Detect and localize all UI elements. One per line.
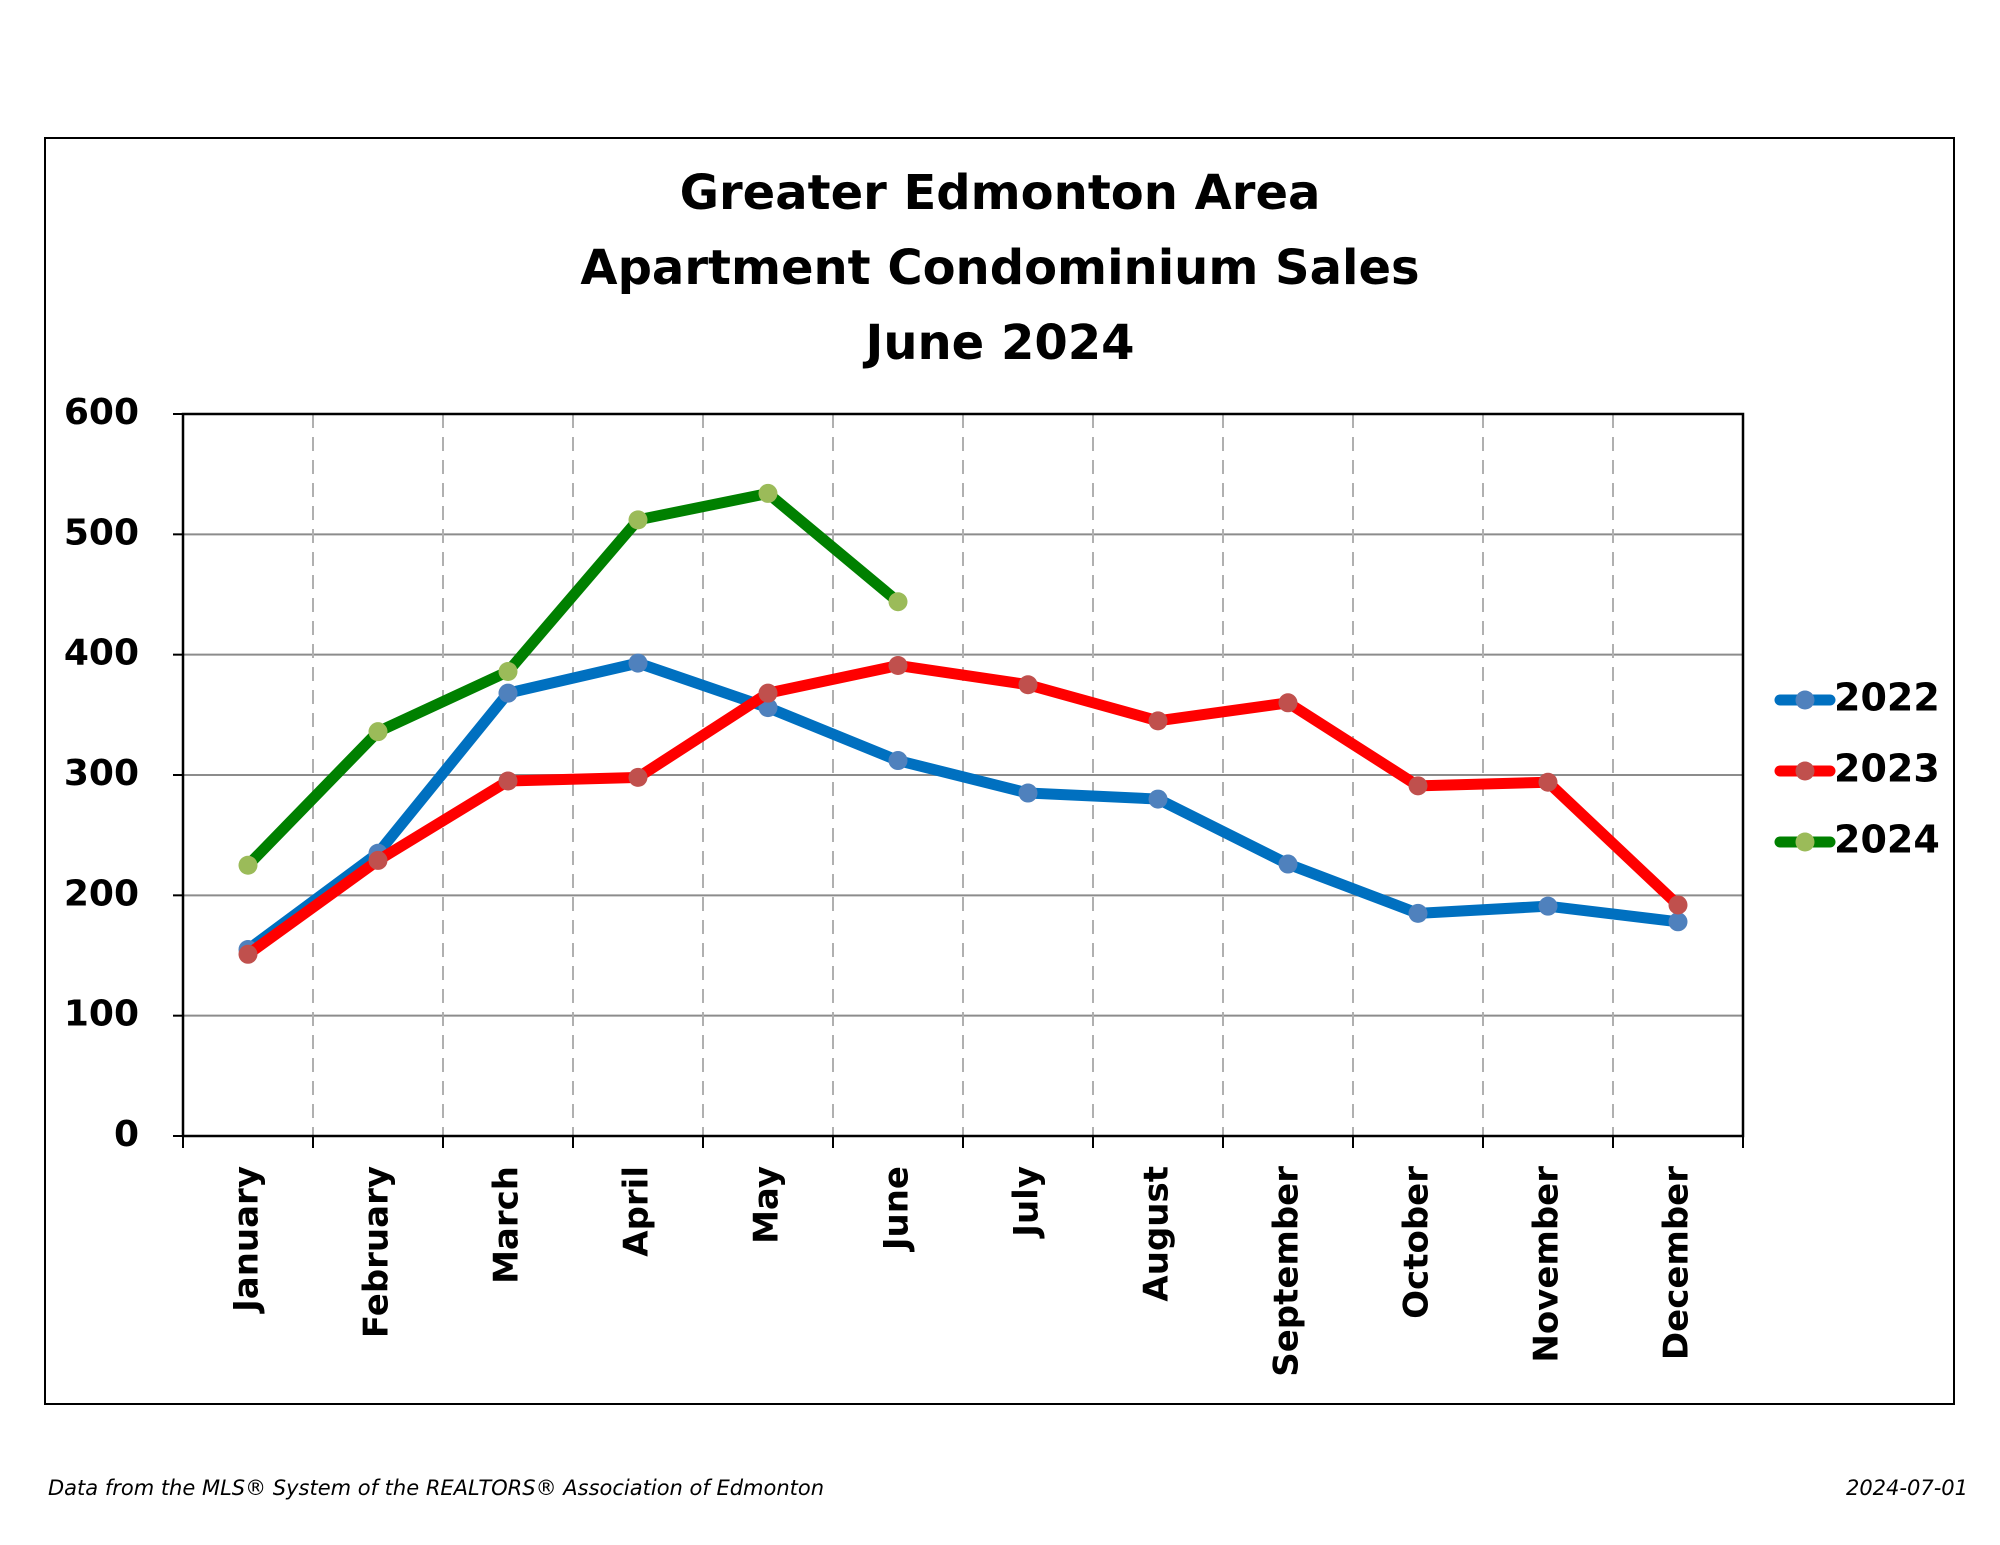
data-point [888, 655, 908, 675]
data-point [1148, 711, 1168, 731]
y-tick-label: 100 [64, 994, 139, 1035]
data-point [1668, 912, 1688, 932]
series-line [242, 657, 1684, 955]
data-point [1668, 895, 1688, 915]
x-tick-label: April [617, 1166, 657, 1257]
legend-marker [1795, 761, 1815, 781]
legend-marker [1795, 832, 1815, 852]
y-tick-label: 300 [64, 753, 139, 794]
chart-title: June 2024 [862, 315, 1134, 371]
x-tick-label: August [1137, 1166, 1177, 1302]
data-point [1538, 772, 1558, 792]
footnote: Data from the MLS® System of the REALTOR… [48, 1476, 824, 1500]
legend-label: 2024 [1834, 818, 1940, 862]
data-point [498, 683, 518, 703]
legend-label: 2022 [1834, 676, 1940, 720]
x-tick-label: March [487, 1166, 527, 1284]
x-tick-label: May [747, 1166, 787, 1244]
y-tick-label: 400 [64, 633, 139, 674]
data-point [888, 592, 908, 612]
x-tick-label: February [357, 1166, 397, 1338]
data-point [628, 767, 648, 787]
data-point [1538, 896, 1558, 916]
date: 2024-07-01 [1846, 1476, 1968, 1500]
plot-frame [181, 412, 1745, 1138]
series-line [242, 487, 904, 871]
data-point [628, 510, 648, 530]
x-tick-label: July [1007, 1166, 1047, 1239]
x-tick-label: June [877, 1166, 917, 1252]
legend-marker [1795, 690, 1815, 710]
data-point [498, 771, 518, 791]
data-point [1278, 693, 1298, 713]
chart-title: Apartment Condominium Sales [580, 240, 1419, 296]
y-tick-label: 0 [114, 1114, 139, 1155]
y-tick-label: 600 [64, 392, 139, 433]
data-point [1018, 675, 1038, 695]
x-tick-label: January [227, 1166, 267, 1314]
chart-title: Greater Edmonton Area [680, 165, 1321, 221]
data-point [498, 662, 518, 682]
data-point [238, 944, 258, 964]
data-point [368, 722, 388, 742]
data-point [1148, 789, 1168, 809]
x-tick-label: September [1267, 1166, 1307, 1377]
data-point [238, 855, 258, 875]
chart-frame [44, 137, 1955, 1405]
data-point [1408, 903, 1428, 923]
data-point [758, 683, 778, 703]
x-tick-label: November [1527, 1166, 1567, 1363]
data-point [368, 850, 388, 870]
data-point [758, 698, 778, 718]
series-line [242, 659, 1684, 960]
data-point [758, 483, 778, 503]
x-tick-label: December [1657, 1166, 1697, 1360]
data-point [1018, 783, 1038, 803]
y-tick-label: 200 [64, 873, 139, 914]
data-point [1408, 776, 1428, 796]
data-point [628, 653, 648, 673]
data-point [888, 751, 908, 771]
data-point [1278, 854, 1298, 874]
x-tick-label: October [1397, 1166, 1437, 1319]
legend-label: 2023 [1834, 747, 1940, 791]
y-tick-label: 500 [64, 512, 139, 553]
